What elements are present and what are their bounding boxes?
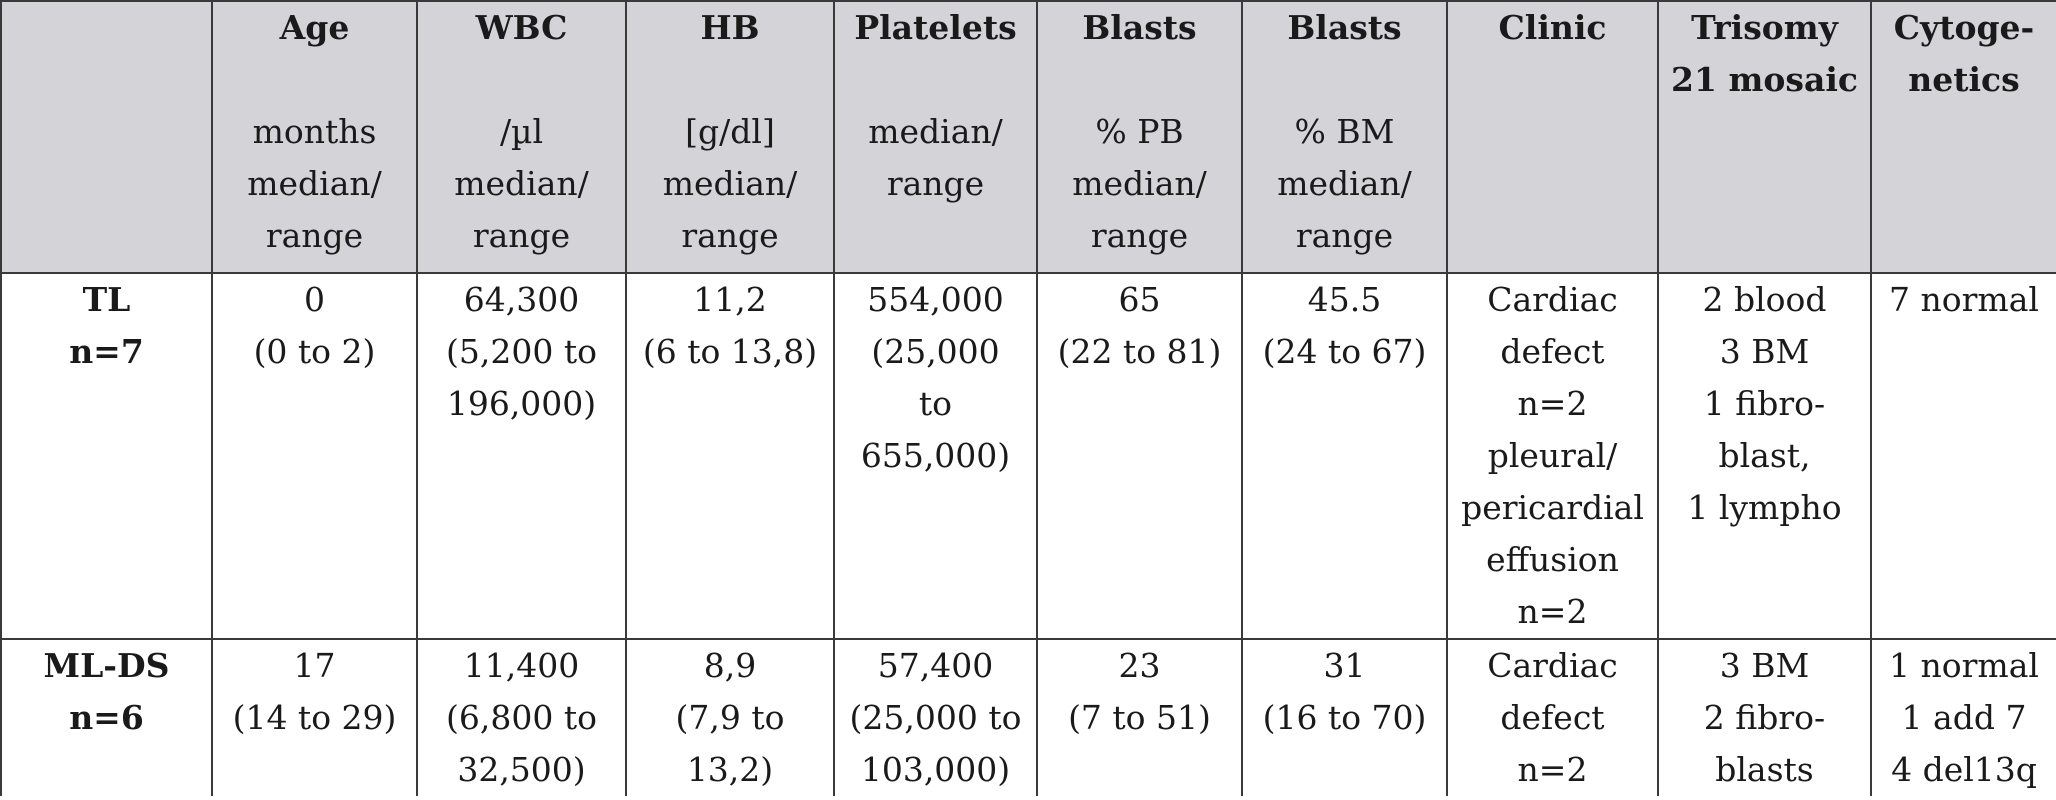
header-wbc: WBC /µl median/ range	[416, 0, 627, 274]
header-age: Age months median/ range	[211, 0, 418, 274]
cell-blasts-bm: 31 (16 to 70)	[1241, 638, 1448, 796]
header-group	[0, 0, 213, 274]
header-age-title: Age	[279, 8, 350, 47]
table-row: ML-DS n=6 17 (14 to 29) 11,400 (6,800 to…	[0, 638, 2056, 796]
header-cytogenetics: Cytoge- netics	[1870, 0, 2056, 274]
cell-blasts-bm: 45.5 (24 to 67)	[1241, 272, 1448, 640]
header-hb: HB [g/dl] median/ range	[625, 0, 835, 274]
cell-cytogenetics: 1 normal 1 add 7 4 del13q	[1870, 638, 2056, 796]
header-clinic-title: Clinic	[1498, 8, 1607, 47]
header-blasts-pb: Blasts % PB median/ range	[1036, 0, 1243, 274]
row-group-label: TL n=7	[0, 272, 213, 640]
header-wbc-title: WBC	[475, 8, 568, 47]
header-row: Age months median/ range WBC /µl median/…	[0, 0, 2056, 274]
cell-hb: 11,2 (6 to 13,8)	[625, 272, 835, 640]
header-blasts-pb-title: Blasts	[1082, 8, 1197, 47]
cell-trisomy: 3 BM 2 fibro- blasts	[1657, 638, 1872, 796]
header-clinic: Clinic	[1446, 0, 1659, 274]
cell-clinic: Cardiac defect n=2	[1446, 638, 1659, 796]
cell-hb: 8,9 (7,9 to 13,2)	[625, 638, 835, 796]
header-platelets-title: Platelets	[854, 8, 1017, 47]
header-hb-title: HB	[700, 8, 760, 47]
cell-wbc: 11,400 (6,800 to 32,500)	[416, 638, 627, 796]
cell-wbc: 64,300 (5,200 to 196,000)	[416, 272, 627, 640]
header-blasts-bm-title: Blasts	[1287, 8, 1402, 47]
cell-clinic: Cardiac defect n=2 pleural/ pericardial …	[1446, 272, 1659, 640]
cell-age: 17 (14 to 29)	[211, 638, 418, 796]
cell-platelets: 554,000 (25,000 to 655,000)	[833, 272, 1038, 640]
cell-cytogenetics: 7 normal	[1870, 272, 2056, 640]
cell-age: 0 (0 to 2)	[211, 272, 418, 640]
cell-blasts-pb: 65 (22 to 81)	[1036, 272, 1243, 640]
header-platelets: Platelets median/ range	[833, 0, 1038, 274]
cell-platelets: 57,400 (25,000 to 103,000)	[833, 638, 1038, 796]
row-group-label: ML-DS n=6	[0, 638, 213, 796]
cell-blasts-pb: 23 (7 to 51)	[1036, 638, 1243, 796]
header-trisomy: Trisomy 21 mosaic	[1657, 0, 1872, 274]
header-blasts-bm: Blasts % BM median/ range	[1241, 0, 1448, 274]
cell-trisomy: 2 blood 3 BM 1 fibro- blast, 1 lympho	[1657, 272, 1872, 640]
table-row: TL n=7 0 (0 to 2) 64,300 (5,200 to 196,0…	[0, 272, 2056, 640]
